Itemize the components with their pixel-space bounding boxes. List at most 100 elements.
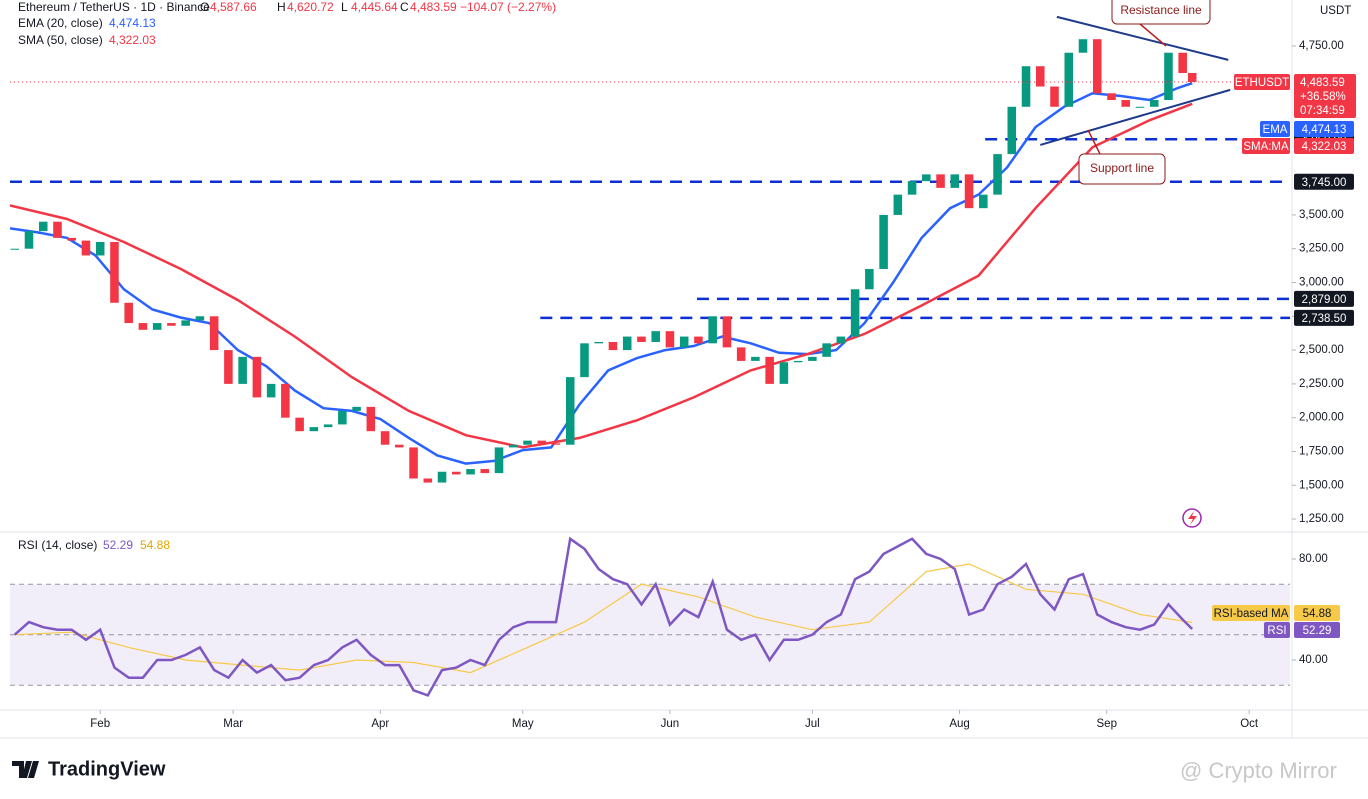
candle bbox=[124, 302, 133, 324]
logo bbox=[12, 761, 39, 778]
candle bbox=[224, 350, 233, 384]
event-icon[interactable] bbox=[1182, 508, 1202, 528]
x-tick-label: Aug bbox=[949, 718, 969, 730]
currency: USDT bbox=[1320, 5, 1351, 17]
candle bbox=[979, 194, 988, 209]
price-tag: +36.58% bbox=[1300, 91, 1346, 103]
candle bbox=[152, 323, 162, 330]
x-tick-label: Sep bbox=[1097, 718, 1117, 730]
candle bbox=[110, 241, 119, 303]
indicator-tag: SMA:MA bbox=[1243, 141, 1289, 153]
candle bbox=[1187, 72, 1197, 82]
overlay: O 4,587.66 H 4,620.72 L 4,445.64 C 4,483.59 −104… bbox=[18, 0, 1356, 730]
rsi-tag-box bbox=[1264, 622, 1290, 638]
indicator-line bbox=[10, 82, 1193, 465]
price-plot bbox=[10, 15, 1290, 483]
candle bbox=[1064, 52, 1074, 107]
price-tag-box bbox=[1294, 73, 1356, 118]
candle bbox=[1078, 39, 1088, 53]
candle bbox=[1092, 39, 1102, 94]
indicator-tag: EMA bbox=[1263, 124, 1288, 136]
candle bbox=[323, 424, 333, 428]
y-tick-label: 40.00 bbox=[1299, 654, 1328, 666]
ohlc-value: 4,445.64 bbox=[351, 0, 398, 14]
candle bbox=[138, 323, 148, 330]
indicator-value: 4,322.03 bbox=[109, 33, 156, 47]
y-tick-label: 80.00 bbox=[1299, 553, 1328, 565]
candle bbox=[594, 341, 603, 344]
candle bbox=[751, 356, 760, 361]
symbol-tag-box bbox=[1234, 73, 1290, 90]
candle bbox=[936, 174, 945, 188]
trend-line bbox=[1039, 88, 1231, 146]
candle bbox=[1107, 93, 1116, 101]
x-tick-label: Jun bbox=[661, 718, 680, 730]
candle bbox=[67, 237, 76, 241]
indicator-value: 4,474.13 bbox=[109, 16, 156, 30]
candle bbox=[1164, 52, 1173, 101]
candle bbox=[922, 174, 931, 182]
indicator-tag-box bbox=[1242, 138, 1290, 154]
candle bbox=[694, 336, 703, 344]
candle bbox=[423, 478, 433, 483]
x-tick-label: Apr bbox=[371, 718, 389, 730]
candle bbox=[281, 383, 290, 418]
candle bbox=[1035, 66, 1045, 87]
candle bbox=[722, 316, 732, 348]
trend-line bbox=[1056, 15, 1229, 61]
candle bbox=[266, 383, 276, 398]
candle bbox=[1021, 66, 1031, 107]
candle bbox=[836, 336, 846, 344]
y-tick-label: 2,500.00 bbox=[1299, 344, 1344, 356]
ohlc-value: 4,587.66 bbox=[210, 0, 257, 14]
candle bbox=[523, 440, 532, 445]
level-label-box bbox=[1294, 290, 1354, 307]
rsi-legend-value: 54.88 bbox=[140, 538, 170, 552]
x-tick-label: Jul bbox=[805, 718, 820, 730]
candle bbox=[366, 406, 376, 432]
candle bbox=[964, 174, 974, 209]
y-tick-label: 1,750.00 bbox=[1299, 445, 1344, 457]
support-callout bbox=[1078, 153, 1166, 185]
candle bbox=[38, 221, 48, 232]
rsi-title: RSI (14, close) bbox=[18, 538, 97, 552]
candle bbox=[993, 154, 1002, 195]
rsi-tag-value: 54.88 bbox=[1303, 608, 1332, 620]
candle bbox=[409, 447, 418, 479]
y-tick-label: 3,500.00 bbox=[1299, 209, 1344, 221]
candle bbox=[1178, 52, 1187, 73]
annotation: Resistance line bbox=[1120, 3, 1202, 17]
y-tick-label: 1,500.00 bbox=[1299, 479, 1344, 491]
candle bbox=[907, 181, 917, 195]
event-icon bbox=[1188, 511, 1197, 525]
annotation: Support line bbox=[1090, 161, 1154, 175]
rsi-line bbox=[14, 563, 1193, 674]
indicator-name: SMA (50, close) bbox=[18, 33, 103, 47]
candle bbox=[580, 343, 589, 378]
level-label-box bbox=[1294, 173, 1354, 190]
x-tick-label: Feb bbox=[90, 718, 110, 730]
candle bbox=[893, 194, 903, 215]
brand: TradingView bbox=[48, 758, 166, 780]
ohlc-key: H bbox=[277, 0, 286, 14]
candle bbox=[295, 417, 304, 432]
indicator-name: EMA (20, close) bbox=[18, 16, 103, 30]
candle bbox=[679, 336, 689, 348]
candle bbox=[808, 356, 817, 361]
callout-arrow bbox=[1139, 23, 1167, 47]
y-tick-label: 3,000.00 bbox=[1299, 277, 1344, 289]
candle bbox=[395, 444, 404, 448]
rsi-tag-value-box bbox=[1294, 622, 1340, 638]
candle bbox=[565, 377, 575, 445]
candle bbox=[822, 343, 831, 357]
candle bbox=[480, 469, 490, 474]
resistance-callout bbox=[1111, 0, 1211, 25]
candle bbox=[708, 316, 717, 344]
candle bbox=[1121, 100, 1130, 107]
candle bbox=[1050, 86, 1059, 107]
indicator-tag-value: 4,322.03 bbox=[1302, 141, 1347, 153]
candle bbox=[466, 469, 475, 475]
candle bbox=[637, 336, 646, 342]
candle bbox=[736, 347, 746, 361]
